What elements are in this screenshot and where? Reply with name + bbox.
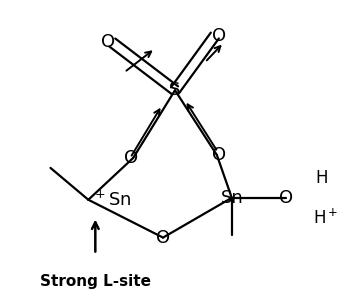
- Text: O: O: [101, 34, 115, 51]
- Text: O: O: [212, 146, 226, 164]
- Text: Strong L-site: Strong L-site: [40, 274, 151, 289]
- Text: O: O: [156, 229, 170, 247]
- Text: O: O: [212, 26, 226, 45]
- Text: $^+$Sn: $^+$Sn: [92, 190, 132, 209]
- Text: S: S: [169, 81, 181, 99]
- Text: Sn: Sn: [220, 189, 243, 207]
- Text: O: O: [278, 189, 293, 207]
- Text: H: H: [315, 169, 328, 187]
- Text: H$^+$: H$^+$: [313, 208, 338, 227]
- Text: O: O: [124, 149, 138, 167]
